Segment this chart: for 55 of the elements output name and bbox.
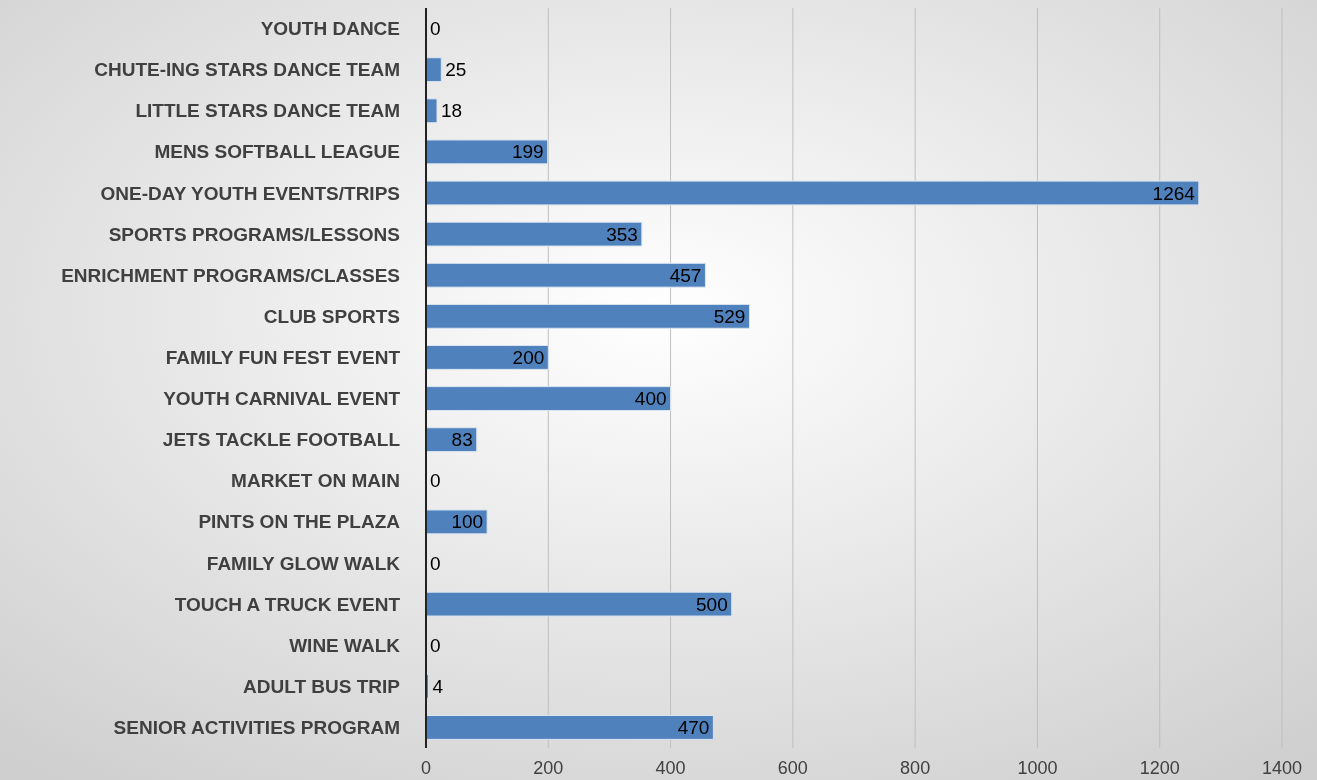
data-label: 100 bbox=[451, 511, 484, 533]
x-tick-label: 1200 bbox=[1139, 758, 1180, 778]
data-label: 0 bbox=[430, 634, 441, 656]
data-label: 529 bbox=[713, 305, 746, 327]
data-label: 0 bbox=[430, 552, 441, 574]
data-label: 4 bbox=[432, 675, 444, 697]
bar bbox=[425, 98, 438, 124]
y-tick-label: ADULT BUS TRIP bbox=[243, 675, 401, 697]
y-tick-label: YOUTH CARNIVAL EVENT bbox=[163, 388, 401, 410]
y-tick-label: MENS SOFTBALL LEAGUE bbox=[154, 141, 400, 163]
data-label: 457 bbox=[669, 264, 702, 286]
x-tick-label: 800 bbox=[900, 758, 931, 778]
data-label: 18 bbox=[441, 100, 463, 122]
x-tick-label: 600 bbox=[777, 758, 808, 778]
x-tick-label: 400 bbox=[655, 758, 686, 778]
y-tick-label: ONE-DAY YOUTH EVENTS/TRIPS bbox=[100, 182, 400, 204]
data-label: 1264 bbox=[1152, 182, 1196, 204]
bar bbox=[425, 386, 672, 411]
data-label: 353 bbox=[606, 223, 638, 245]
y-tick-label: YOUTH DANCE bbox=[260, 18, 400, 40]
y-tick-label: FAMILY FUN FEST EVENT bbox=[165, 346, 401, 368]
data-label: 0 bbox=[430, 18, 441, 40]
data-label: 83 bbox=[451, 429, 473, 451]
y-tick-label: TOUCH A TRUCK EVENT bbox=[174, 593, 401, 615]
y-tick-label: PINTS ON THE PLAZA bbox=[198, 511, 401, 533]
bar bbox=[425, 139, 549, 165]
x-tick-label: 0 bbox=[420, 758, 432, 778]
data-label: 500 bbox=[696, 593, 728, 615]
data-label: 400 bbox=[634, 388, 667, 410]
x-tick-label: 200 bbox=[533, 758, 564, 778]
data-label: 25 bbox=[445, 59, 467, 81]
y-tick-label: CHUTE-ING STARS DANCE TEAM bbox=[94, 59, 400, 81]
y-tick-label: LITTLE STARS DANCE TEAM bbox=[135, 100, 400, 122]
bar bbox=[425, 180, 1200, 206]
y-tick-label: CLUB SPORTS bbox=[263, 305, 400, 327]
y-tick-label: SPORTS PROGRAMS/LESSONS bbox=[108, 223, 400, 245]
bar bbox=[425, 345, 549, 370]
y-tick-label: FAMILY GLOW WALK bbox=[206, 552, 401, 574]
bar bbox=[425, 57, 442, 83]
bar bbox=[425, 591, 733, 617]
y-tick-label: SENIOR ACTIVITIES PROGRAM bbox=[113, 716, 400, 738]
bar bbox=[425, 262, 706, 288]
y-tick-label: MARKET ON MAIN bbox=[231, 470, 400, 492]
y-tick-label: JETS TACKLE FOOTBALL bbox=[162, 429, 401, 451]
bar bbox=[425, 715, 714, 740]
data-label: 470 bbox=[677, 716, 710, 738]
data-label: 0 bbox=[430, 470, 441, 492]
data-label: 200 bbox=[512, 346, 545, 368]
y-tick-label: WINE WALK bbox=[289, 634, 401, 656]
x-tick-label: 1400 bbox=[1261, 758, 1303, 778]
y-tick-label: ENRICHMENT PROGRAMS/CLASSES bbox=[61, 264, 400, 286]
data-label: 199 bbox=[511, 141, 544, 163]
x-tick-label: 1000 bbox=[1017, 758, 1058, 778]
bar bbox=[425, 221, 643, 247]
bar bbox=[425, 303, 750, 329]
